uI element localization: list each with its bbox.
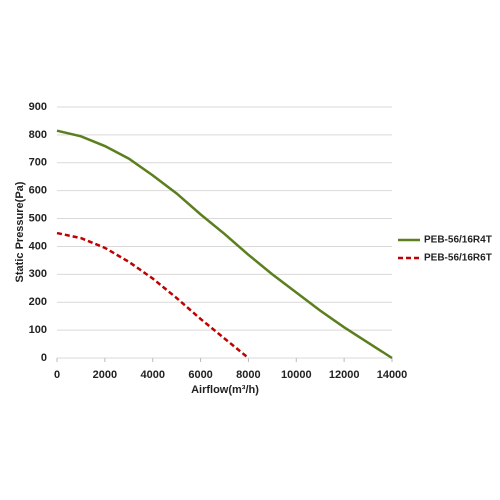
series-line <box>56 231 250 359</box>
y-tick-label: 900 <box>29 101 47 113</box>
x-tick-label: 8000 <box>236 369 260 381</box>
x-tick-label: 12000 <box>329 369 360 381</box>
y-tick-label: 100 <box>29 324 47 336</box>
y-tick-label: 300 <box>29 268 47 280</box>
x-tick-label: 4000 <box>140 369 164 381</box>
y-tick-label: 500 <box>29 212 47 224</box>
y-axis-title: Static Pressure(Pa) <box>14 181 26 282</box>
legend-label: PEB-56/16R6T <box>424 253 492 264</box>
series-line <box>56 129 393 360</box>
y-tick-label: 400 <box>29 240 47 252</box>
x-tick-label: 2000 <box>93 369 117 381</box>
y-tick-label: 0 <box>41 352 47 364</box>
x-tick-label: 0 <box>54 369 60 381</box>
legend-label: PEB-56/16R4T <box>424 235 492 246</box>
x-tick-label: 14000 <box>377 369 408 381</box>
y-tick-label: 800 <box>29 129 47 141</box>
y-tick-label: 600 <box>29 185 47 197</box>
x-tick-label: 6000 <box>188 369 212 381</box>
y-tick-label: 200 <box>29 296 47 308</box>
x-tick-label: 10000 <box>281 369 312 381</box>
y-tick-label: 700 <box>29 157 47 169</box>
x-axis-title: Airflow(m³/h) <box>191 384 259 396</box>
